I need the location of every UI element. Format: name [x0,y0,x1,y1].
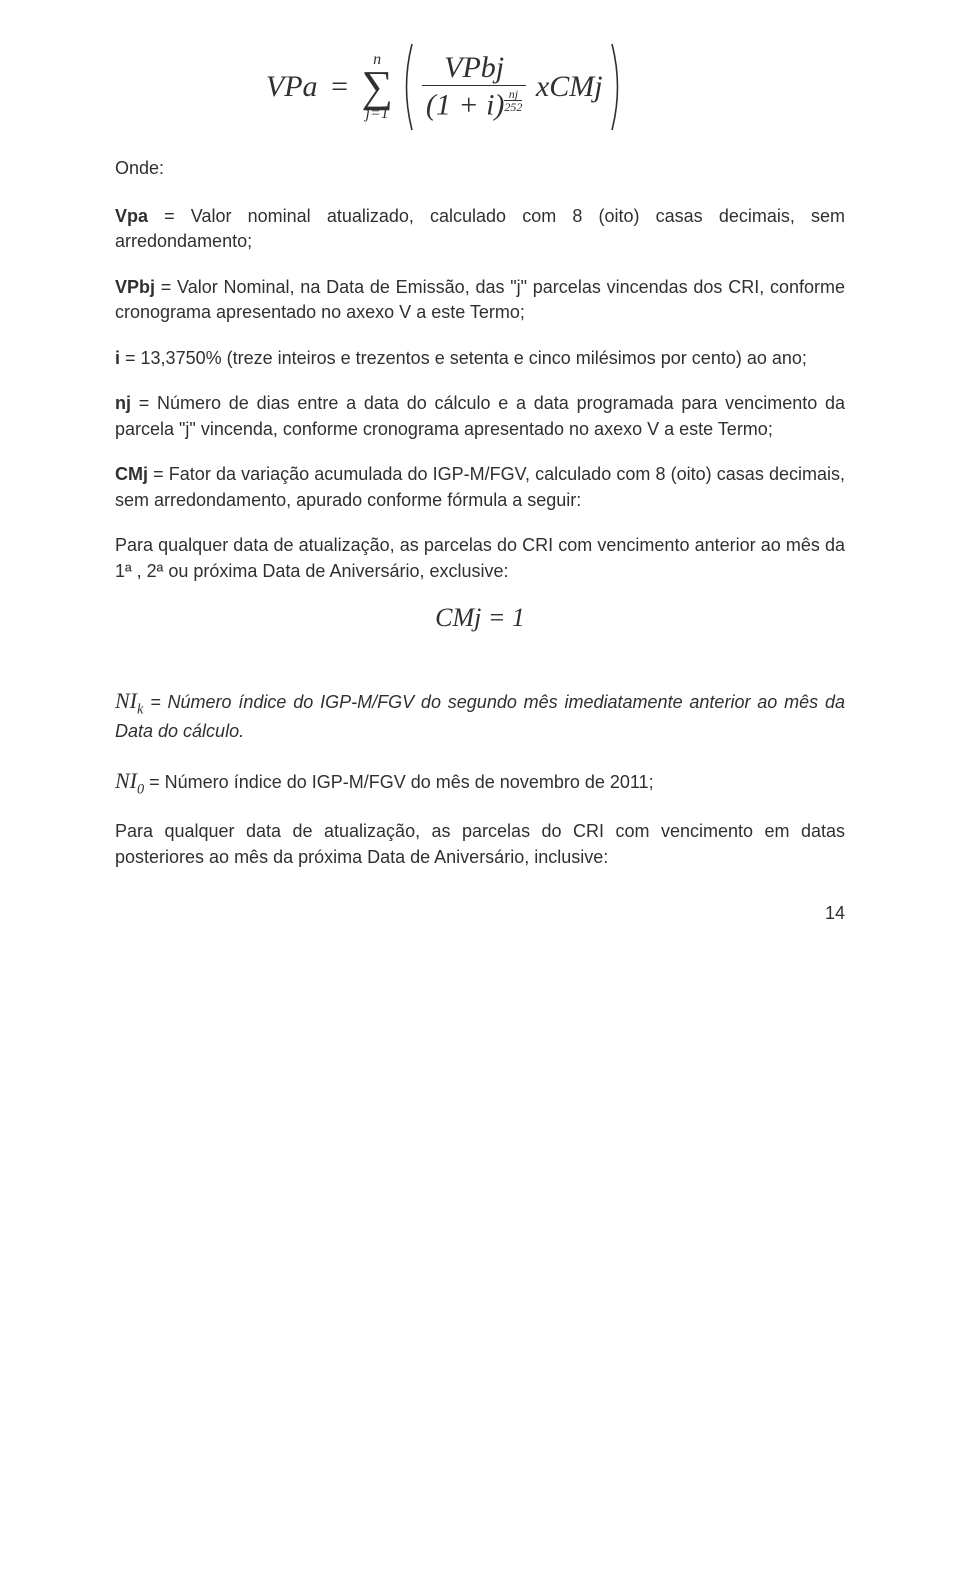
page-number: 14 [115,901,845,927]
var-nik: NIk [115,688,143,713]
sigma-symbol: ∑ [361,68,392,106]
text-i: = 13,3750% (treze inteiros e trezentos e… [120,348,807,368]
text-ni0: = Número índice do IGP-M/FGV do mês de n… [144,772,653,792]
var-ni0: NI0 [115,768,144,793]
para-qualquer-1: Para qualquer data de atualização, as pa… [115,533,845,584]
formula-cmj-text: CMj = 1 [435,603,525,632]
def-vpa: Vpa = Valor nominal atualizado, calculad… [115,204,845,255]
def-ni0: NI0 = Número índice do IGP-M/FGV do mês … [115,765,845,800]
denominator-base: (1 + i) [426,89,505,122]
text-vpbj: = Valor Nominal, na Data de Emissão, das… [115,277,845,323]
var-vpa: Vpa [115,206,148,226]
formula-cmj: CMj = 1 [115,605,845,631]
formula-lhs: VPa [266,70,318,103]
def-i: i = 13,3750% (treze inteiros e trezentos… [115,346,845,372]
equals-sign: = [325,70,354,103]
para-qualquer-2: Para qualquer data de atualização, as pa… [115,819,845,870]
left-paren-icon [400,42,414,132]
summation: n ∑ j=1 [361,52,392,122]
formula-tail: xCMj [534,70,603,103]
onde-label: Onde: [115,156,845,182]
sum-lower: j=1 [361,106,392,122]
text-nj: = Número de dias entre a data do cálculo… [115,393,845,439]
var-vpbj: VPbj [115,277,155,297]
text-vpa: = Valor nominal atualizado, calculado co… [115,206,845,252]
right-paren-icon [610,42,624,132]
formula-vpa: VPa = n ∑ j=1 VPbj (1 + i)nj252 xCMj [115,42,845,132]
def-nik: NIk = Número índice do IGP-M/FGV do segu… [115,685,845,745]
exp-numerator: nj [504,88,522,100]
var-nj: nj [115,393,131,413]
fraction-numerator: VPbj [422,53,527,85]
fraction-denominator: (1 + i)nj252 [422,85,527,121]
exp-denominator: 252 [504,100,522,113]
text-nik: = Número índice do IGP-M/FGV do segundo … [115,692,845,742]
fraction: VPbj (1 + i)nj252 [422,53,527,121]
var-cmj: CMj [115,464,148,484]
def-nj: nj = Número de dias entre a data do cálc… [115,391,845,442]
text-cmj: = Fator da variação acumulada do IGP-M/F… [115,464,845,510]
def-cmj: CMj = Fator da variação acumulada do IGP… [115,462,845,513]
def-vpbj: VPbj = Valor Nominal, na Data de Emissão… [115,275,845,326]
